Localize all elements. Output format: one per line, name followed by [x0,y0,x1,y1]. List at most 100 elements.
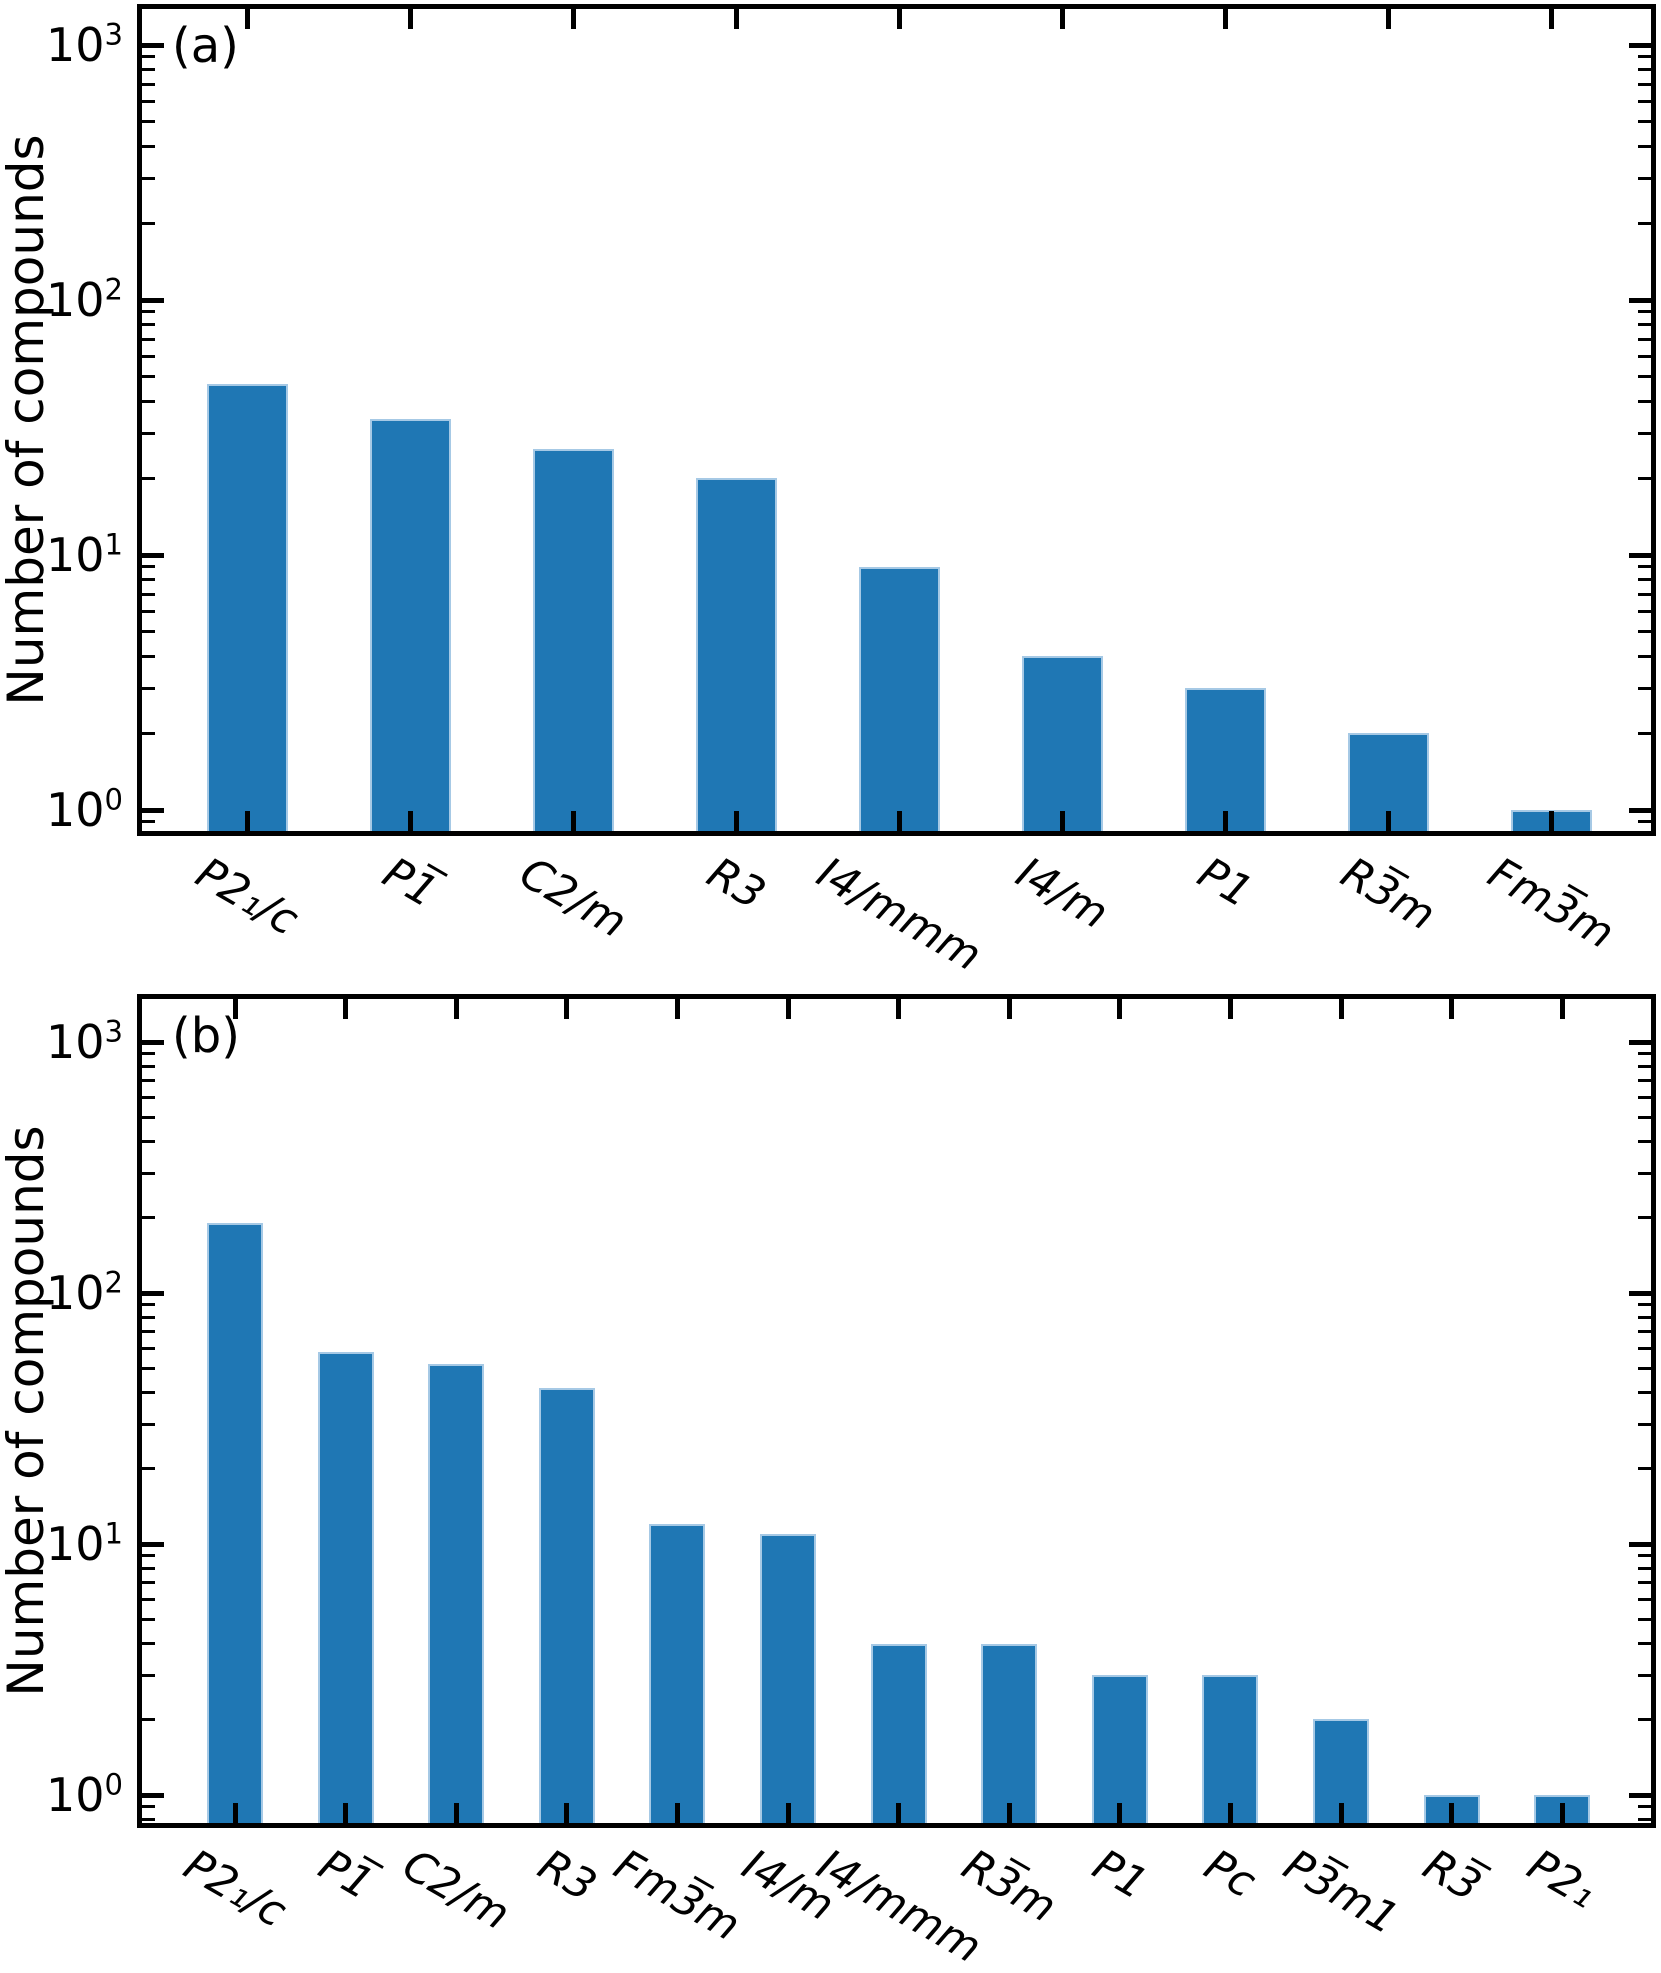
y-major-tick-left [142,297,164,303]
y-minor-tick-left [142,1315,155,1319]
bar-I4/mmm [858,566,940,831]
y-major-tick-right [1629,297,1651,303]
y-minor-tick-left [142,144,155,148]
y-minor-tick-right [1638,686,1651,690]
y-minor-tick-left [142,1566,155,1570]
x-tick-label: P3̅m1 [1275,1840,1407,1945]
y-minor-tick-right [1638,100,1651,104]
x-tick-label: Fm3̅m [1479,847,1623,960]
y-tick-label: 102 [46,272,123,327]
y-minor-tick-right [1638,1817,1651,1821]
y-minor-tick-left [142,1817,155,1821]
x-tick-top [1385,9,1391,29]
y-minor-tick-left [142,1302,155,1306]
bar-R3 [695,478,777,831]
y-minor-tick-left [142,1553,155,1557]
y-minor-tick-right [1638,1673,1651,1677]
y-minor-tick-left [142,221,155,225]
bar-C2/m [428,1364,485,1823]
y-major-tick-left [142,42,164,48]
y-minor-tick-left [142,375,155,379]
y-minor-tick-right [1638,1140,1651,1144]
x-tick-label: I4/mmm [808,1839,990,1973]
y-minor-tick-left [142,1347,155,1351]
x-tick-bottom [674,1803,680,1823]
x-tick-top [570,9,576,29]
y-minor-tick-left [142,1330,155,1334]
y-tick-label: 103 [46,17,123,72]
y-major-tick-right [1629,1541,1651,1547]
bar-P1̅ [369,419,451,831]
y-minor-tick-left [142,565,155,569]
y-minor-tick-left [142,176,155,180]
x-tick-label: C2/m [394,1840,518,1941]
x-tick-label: P2₁ [1519,1840,1606,1919]
y-minor-tick-left [142,1717,155,1721]
y-minor-tick-left [142,355,155,359]
y-minor-tick-right [1638,731,1651,735]
y-minor-tick-right [1638,1618,1651,1622]
y-minor-tick-left [142,1064,155,1068]
y-minor-tick-right [1638,1096,1651,1100]
y-minor-tick-right [1638,1422,1651,1426]
x-tick-top [343,999,349,1019]
y-minor-tick-right [1638,1466,1651,1470]
y-minor-tick-right [1638,1804,1651,1808]
y-minor-tick-left [142,1598,155,1602]
bar-R3̅m [1347,733,1429,831]
y-axis-label: Number of compounds [0,134,55,706]
x-tick-top [674,999,680,1019]
bar-I4/m [760,1533,816,1823]
y-minor-tick-left [142,1642,155,1646]
y-minor-tick-left [142,1618,155,1622]
bar-P1̅ [317,1352,374,1823]
y-minor-tick-left [142,310,155,314]
y-minor-tick-right [1638,476,1651,480]
y-minor-tick-right [1638,375,1651,379]
y-tick-label: 102 [46,1265,123,1320]
y-minor-tick-right [1638,1581,1651,1585]
y-minor-tick-right [1638,83,1651,86]
x-tick-top [1449,999,1455,1019]
y-minor-tick-left [142,630,155,634]
y-major-tick-right [1629,1792,1651,1798]
x-tick-top [733,9,739,29]
x-tick-label: I4/m [1007,847,1117,940]
x-tick-top [1338,999,1344,1019]
x-tick-top [1006,999,1012,1019]
y-minor-tick-right [1638,1116,1651,1120]
x-tick-label: I4/mmm [808,847,990,982]
y-minor-tick-left [142,1804,155,1808]
x-tick-top [1559,999,1565,1019]
x-tick-label: R3 [698,847,774,920]
x-tick-label: R3 [529,1839,605,1912]
x-tick-label: P1 [1084,1839,1156,1910]
y-minor-tick-left [142,1051,155,1055]
y-major-tick-right [1629,807,1651,813]
y-minor-tick-left [142,399,155,403]
x-tick-bottom [244,811,250,831]
y-minor-tick-left [142,338,155,341]
bar-C2/m [532,449,614,831]
y-minor-tick-right [1638,630,1651,634]
x-tick-top [1548,9,1554,29]
bar-P2₁/c [206,383,288,831]
y-minor-tick-right [1638,55,1651,59]
y-major-tick-left [142,1290,164,1296]
x-tick-label: P1̅ [374,847,446,918]
y-minor-tick-right [1638,1391,1651,1395]
y-tick-label: 101 [46,1516,123,1571]
y-minor-tick-right [1638,1598,1651,1602]
x-tick-top [1117,999,1123,1019]
y-minor-tick-left [142,1171,155,1175]
x-tick-bottom [785,1803,791,1823]
x-tick-label: P2₁/c [175,1840,295,1938]
x-tick-bottom [1449,1803,1455,1823]
y-major-tick-left [142,807,164,813]
x-tick-top [244,9,250,29]
y-minor-tick-right [1638,68,1651,72]
y-minor-tick-left [142,820,155,824]
x-tick-label: Pc [1196,1840,1265,1909]
y-major-tick-right [1629,552,1651,558]
x-tick-top [785,999,791,1019]
